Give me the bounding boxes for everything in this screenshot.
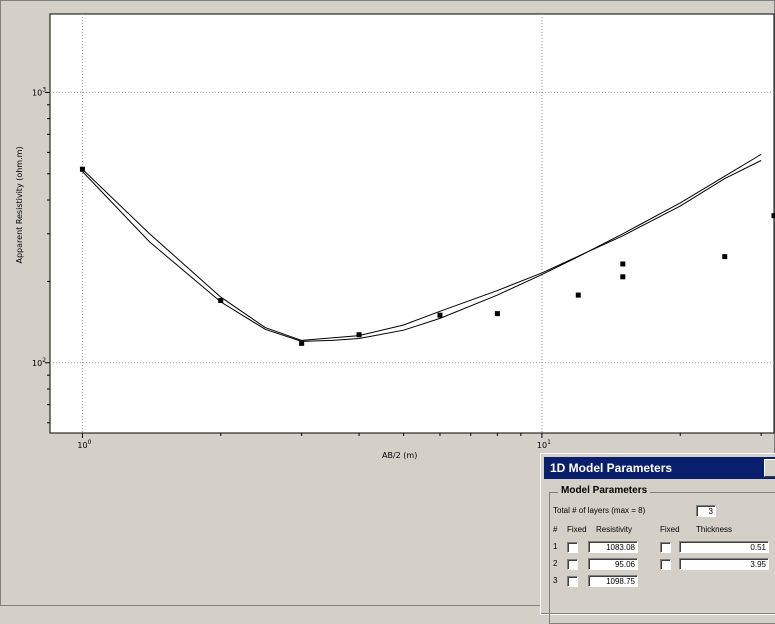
resistivity-fixed-checkbox[interactable]: [567, 542, 578, 553]
data-point: [722, 254, 727, 259]
y-tick-label: 102: [32, 357, 46, 368]
col-index-header: #: [553, 525, 557, 534]
model-parameters-group: Model Parameters Total # of layers (max …: [549, 492, 775, 624]
plot-background: [50, 14, 774, 433]
thickness-input[interactable]: 0.51: [679, 541, 769, 553]
x-axis-title: AB/2 (m): [382, 451, 417, 460]
col-thickness-header: Thickness: [696, 525, 732, 534]
group-title: Model Parameters: [558, 485, 650, 496]
resistivity-input[interactable]: 95.06: [588, 558, 638, 570]
resistivity-input[interactable]: 1098.75: [588, 575, 638, 587]
dialog-title: 1D Model Parameters: [550, 461, 672, 475]
data-point: [772, 213, 775, 218]
total-layers-label: Total # of layers (max = 8): [553, 506, 645, 515]
thickness-fixed-checkbox[interactable]: [660, 559, 671, 570]
thickness-input[interactable]: 3.95: [679, 558, 769, 570]
dialog-titlebar: 1D Model Parameters: [544, 457, 775, 479]
data-point: [495, 311, 500, 316]
resistivity-input[interactable]: 1083.08: [588, 541, 638, 553]
close-button[interactable]: [764, 459, 775, 477]
col-fixed-header: Fixed: [567, 525, 587, 534]
y-tick-label: 103: [32, 86, 46, 97]
resistivity-fixed-checkbox[interactable]: [567, 576, 578, 587]
row-index: 2: [553, 559, 557, 568]
resistivity-fixed-checkbox[interactable]: [567, 559, 578, 570]
col-resistivity-header: Resistivity: [596, 525, 632, 534]
total-layers-input[interactable]: 3: [696, 505, 716, 517]
x-tick-label: 101: [537, 439, 551, 450]
data-point: [576, 293, 581, 298]
data-point: [620, 261, 625, 266]
row-index: 3: [553, 576, 557, 585]
row-index: 1: [553, 542, 557, 551]
thickness-fixed-checkbox[interactable]: [660, 542, 671, 553]
data-point: [437, 313, 442, 318]
model-parameters-dialog: 1D Model Parameters Model Parameters Tot…: [540, 453, 775, 615]
data-point: [620, 274, 625, 279]
x-tick-label: 100: [77, 439, 91, 450]
y-axis-title: Apparent Resistivity (ohm.m): [15, 146, 24, 263]
col-fixed2-header: Fixed: [660, 525, 680, 534]
